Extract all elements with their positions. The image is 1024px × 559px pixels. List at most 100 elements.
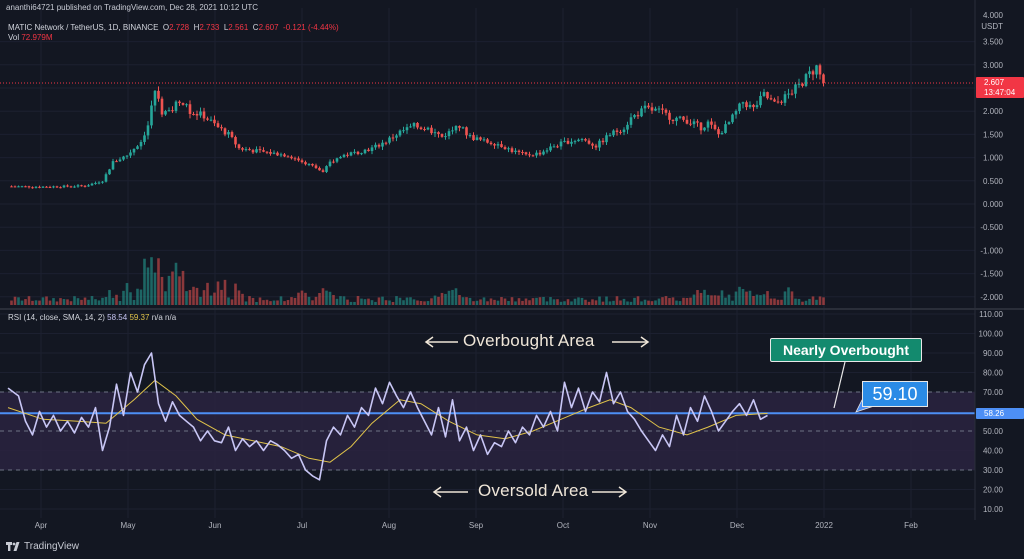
- candle-body: [510, 148, 514, 152]
- volume-bar: [395, 296, 398, 305]
- volume-bar: [790, 291, 794, 305]
- candle-body: [356, 151, 360, 155]
- high-label: H: [193, 23, 200, 32]
- volume-bar: [549, 297, 552, 305]
- rsi-tick-label: 100.00: [979, 330, 1004, 339]
- candle-body: [80, 185, 83, 187]
- volume-bar: [276, 300, 279, 305]
- volume-bar: [150, 257, 153, 305]
- candle-body: [223, 128, 227, 135]
- volume-bar: [76, 298, 80, 305]
- candle-body: [444, 136, 447, 138]
- volume-bar: [255, 301, 258, 305]
- candle-body: [136, 146, 139, 149]
- candle-body: [822, 74, 825, 84]
- candle-body: [482, 139, 486, 141]
- candle-body: [185, 104, 188, 106]
- candle-body: [248, 149, 251, 151]
- volume-bar: [143, 258, 146, 305]
- volume-bar: [822, 297, 825, 305]
- oversold-label: Oversold Area: [478, 481, 589, 500]
- candle-body: [468, 135, 472, 137]
- volume-bar: [104, 297, 108, 305]
- volume-bar: [132, 299, 136, 305]
- candle-body: [146, 125, 150, 136]
- candle-body: [591, 143, 594, 146]
- rsi-tick-label: 50.00: [983, 427, 1004, 436]
- time-tick-label: May: [120, 521, 135, 530]
- volume-bar: [118, 300, 122, 305]
- candle-body: [601, 140, 605, 143]
- volume-legend[interactable]: Vol 72.979M: [8, 33, 53, 42]
- candle-body: [174, 101, 178, 111]
- volume-bar: [531, 298, 535, 305]
- volume-bar: [591, 299, 594, 305]
- candle-body: [234, 137, 237, 145]
- price-axis[interactable]: 4.0003.5003.0002.5002.0001.5001.0000.500…: [980, 11, 1003, 302]
- volume-bar: [776, 299, 780, 305]
- volume-bar: [769, 298, 773, 305]
- candle-body: [199, 111, 202, 116]
- volume-bar: [24, 299, 27, 305]
- price-tick-label: 4.000: [983, 11, 1004, 20]
- last-price-value: 2.607: [984, 78, 1005, 87]
- rsi-ma-line: [7, 379, 768, 463]
- change-value: -0.121 (-4.44%): [283, 23, 339, 32]
- candle-body: [650, 107, 654, 111]
- candle-body: [780, 101, 783, 103]
- candle-body: [647, 105, 650, 108]
- candle-body: [472, 135, 475, 141]
- candle-body: [615, 130, 619, 132]
- candle-body: [430, 127, 433, 134]
- candle-body: [171, 110, 174, 112]
- candle-body: [346, 154, 349, 156]
- volume-bar: [125, 283, 129, 305]
- time-tick-label: Apr: [35, 521, 48, 530]
- candle-body: [318, 167, 321, 171]
- candle-body: [276, 152, 279, 156]
- candle-body: [73, 186, 76, 188]
- candle-body: [643, 105, 647, 109]
- candle-body: [692, 121, 696, 125]
- volume-bar: [167, 275, 171, 305]
- volume-bar: [300, 290, 304, 305]
- candle-body: [24, 186, 27, 188]
- candle-body: [97, 182, 101, 184]
- candle-body: [48, 187, 52, 189]
- publisher-line: ananthi64721 published on TradingView.co…: [6, 3, 259, 12]
- last-price-tag: [976, 77, 1024, 98]
- candle-body: [132, 148, 136, 153]
- volume-label: Vol: [8, 33, 20, 42]
- candle-body: [297, 158, 300, 161]
- volume-bar: [94, 299, 97, 305]
- volume-bar: [510, 297, 514, 305]
- time-axis[interactable]: Apr May Jun Jul Aug Sep Oct Nov Dec 2022 Feb: [35, 521, 919, 530]
- volume-bar: [643, 299, 647, 305]
- volume-bar: [83, 297, 87, 305]
- volume-bar: [668, 298, 671, 305]
- volume-bar: [664, 296, 668, 305]
- rsi-legend[interactable]: RSI (14, close, SMA, 14, 2) 58.54 59.37 …: [8, 313, 176, 322]
- candle-body: [52, 186, 55, 188]
- price-tick-label: -1.500: [980, 270, 1003, 279]
- candle-body: [696, 121, 699, 123]
- candle-body: [402, 130, 405, 132]
- candle-body: [279, 154, 283, 156]
- volume-bar: [363, 299, 367, 305]
- volume-bar: [552, 299, 556, 305]
- candle-body: [594, 145, 598, 148]
- symbol-name[interactable]: MATIC Network / TetherUS, 1D, BINANCE: [8, 23, 159, 32]
- candle-body: [125, 155, 129, 157]
- tradingview-logo[interactable]: TradingView: [6, 541, 79, 552]
- symbol-legend[interactable]: MATIC Network / TetherUS, 1D, BINANCE O2…: [8, 23, 339, 32]
- volume-bar: [493, 299, 496, 305]
- volume-bar: [153, 272, 157, 305]
- candle-body: [160, 98, 164, 115]
- price-tick-label: 0.500: [983, 177, 1004, 186]
- volume-bar: [713, 295, 717, 305]
- candle-body: [10, 186, 13, 188]
- rsi-guide-lines: [0, 391, 975, 471]
- volume-bar: [405, 297, 409, 305]
- volume-bar: [402, 300, 405, 305]
- candle-body: [153, 90, 157, 106]
